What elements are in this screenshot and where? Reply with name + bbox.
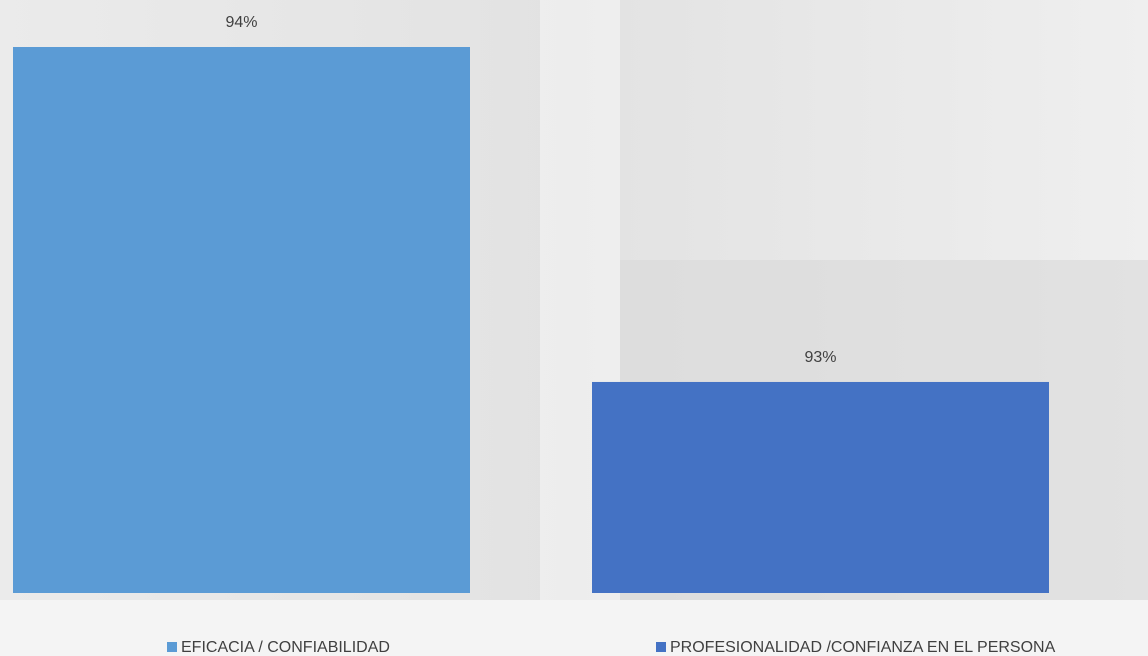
background-ground [0, 600, 1148, 656]
legend-label: EFICACIA / CONFIABILIDAD [181, 639, 390, 656]
value-label: 93% [804, 349, 836, 366]
legend-marker [656, 642, 666, 652]
bar [592, 381, 1049, 593]
legend-label: PROFESIONALIDAD /CONFIANZA EN EL PERSONA [670, 639, 1056, 656]
legend-marker [167, 642, 177, 652]
value-label: 94% [225, 14, 257, 31]
bar [13, 47, 470, 593]
